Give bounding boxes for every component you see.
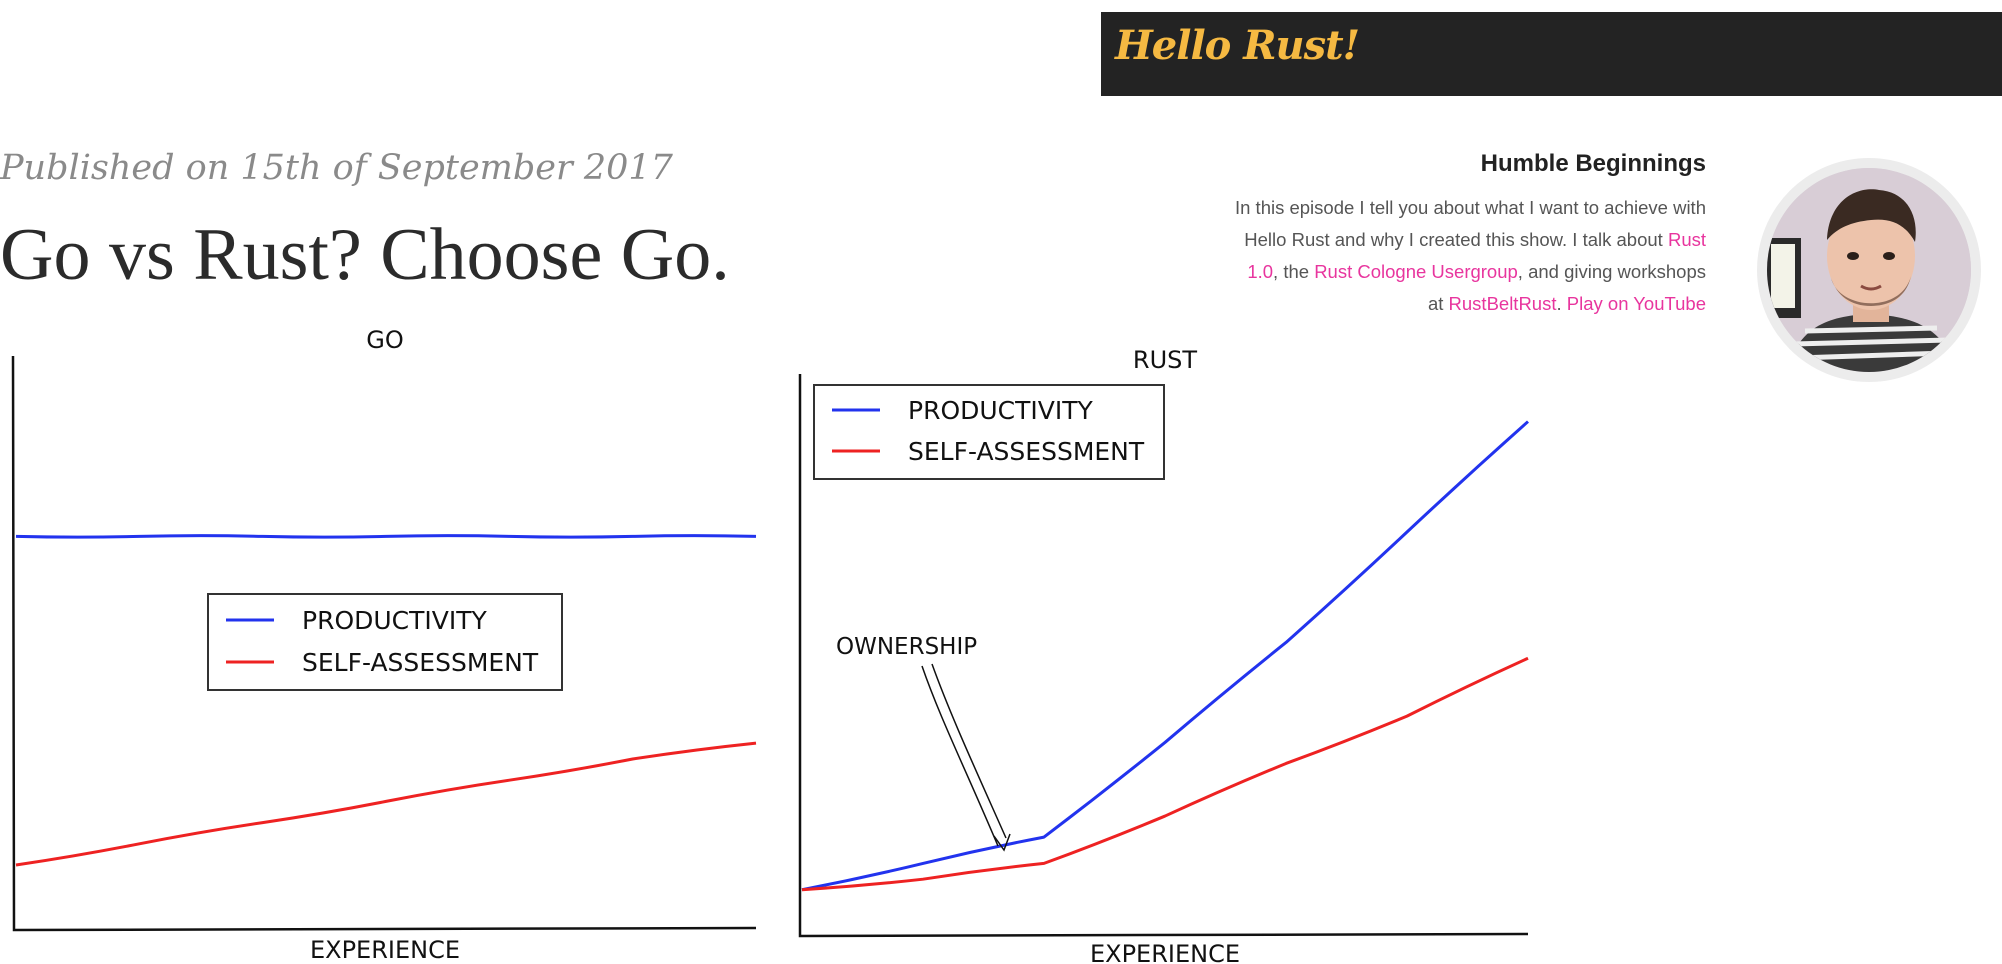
rust-cologne-usergroup-link[interactable]: Rust Cologne Usergroup (1314, 261, 1518, 282)
episode-desc-text: , and giving workshops at (1427, 261, 1706, 314)
host-portrait-icon (1767, 168, 1971, 372)
episode-card: Humble Beginnings In this episode I tell… (1230, 150, 1706, 320)
episode-desc-text: . (1556, 293, 1567, 314)
rust-1-0-link[interactable]: Rust 1.0 (1247, 229, 1706, 282)
legend-label-productivity: PRODUCTIVITY (302, 606, 488, 635)
series-lines (15, 534, 757, 867)
legend-label-productivity: PRODUCTIVITY (908, 396, 1094, 425)
site-banner: Hello Rust! (1101, 12, 2002, 96)
series-line-self-assessment (15, 741, 757, 867)
go-chart: GO EXPERIENCE PRODUCTIVITY SELF-ASSESSME… (11, 326, 757, 964)
legend-box (207, 593, 563, 691)
play-on-youtube-link[interactable]: Play on YouTube (1566, 293, 1706, 314)
ownership-annotation: OWNERSHIP (836, 634, 977, 660)
avatar[interactable] (1767, 168, 1971, 372)
rustbeltrust-link[interactable]: RustBeltRust (1448, 293, 1557, 314)
legend-box (813, 384, 1165, 480)
episode-title[interactable]: Humble Beginnings (1480, 150, 1706, 177)
series-line-self-assessment (801, 656, 1529, 892)
page-title: Go vs Rust? Choose Go. (0, 214, 730, 296)
rust-chart: RUST EXPERIENCE PRODUCTIVITY SELF-ASSESS… (798, 346, 1529, 964)
chart-title: RUST (1133, 346, 1197, 374)
x-axis-label: EXPERIENCE (310, 936, 460, 964)
episode-description: In this episode I tell you about what I … (1230, 192, 1706, 320)
legend-label-self-assessment: SELF-ASSESSMENT (908, 437, 1145, 466)
site-logo-title[interactable]: Hello Rust! (1115, 22, 1360, 69)
legend: PRODUCTIVITY SELF-ASSESSMENT (207, 593, 563, 691)
episode-desc-text: In this episode I tell you about what I … (1234, 197, 1706, 250)
ownership-arrowhead (993, 833, 1011, 852)
chart-title: GO (366, 326, 404, 354)
x-axis-label: EXPERIENCE (1090, 940, 1240, 964)
avatar-frame[interactable] (1757, 158, 1981, 382)
legend-label-self-assessment: SELF-ASSESSMENT (302, 648, 539, 677)
publish-date: Published on 15th of September 2017 (0, 148, 673, 188)
chart-axes (798, 374, 1529, 938)
episode-desc-text: , the (1273, 261, 1315, 282)
legend: PRODUCTIVITY SELF-ASSESSMENT (813, 384, 1165, 480)
ownership-arrow (921, 663, 1007, 847)
series-lines (801, 420, 1529, 892)
chart-axes (11, 355, 757, 932)
